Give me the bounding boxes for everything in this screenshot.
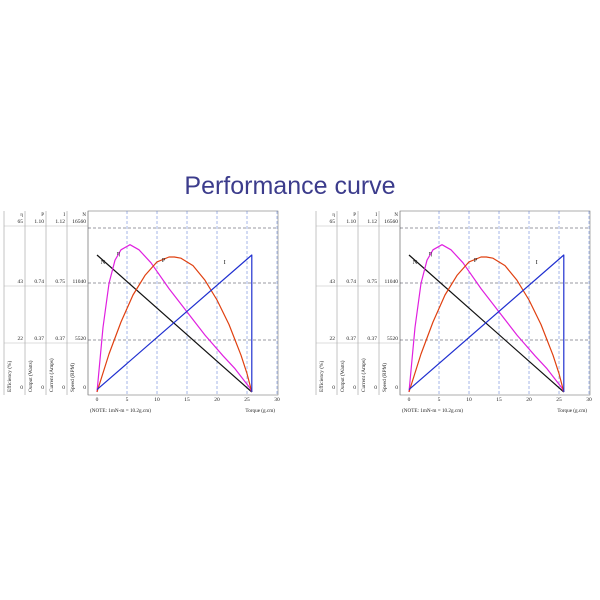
x-tick-label: 10 [466, 397, 472, 403]
column-tick-label: 22 [18, 336, 24, 342]
series-line-I [408, 254, 565, 392]
column-header: η [332, 213, 335, 218]
column-header: N [82, 213, 86, 218]
column-tick-label: 11040 [384, 279, 398, 285]
series-label: I [224, 259, 226, 266]
column-tick-label: 0 [374, 385, 377, 391]
x-tick-label: 25 [556, 397, 562, 403]
x-tick-label: 25 [244, 397, 250, 403]
note-text: (NOTE: 1mN-m = 10.2g.cm) [402, 407, 463, 414]
x-tick-label: 30 [274, 397, 280, 403]
x-tick-label: 20 [214, 397, 220, 403]
column-tick-label: 65 [18, 219, 24, 225]
series-line-I [96, 254, 253, 392]
series-label: P [162, 257, 166, 264]
series-label: N [413, 259, 418, 266]
column-tick-label: 1.10 [34, 219, 44, 225]
series-line-N [96, 254, 253, 393]
plot-frame [399, 210, 591, 396]
column-tick-label: 65 [330, 219, 336, 225]
x-tick-label: 20 [526, 397, 532, 403]
column-header: I [63, 213, 65, 218]
column-header: η [20, 213, 23, 218]
column-axis-label: Efficiency (%) [6, 361, 13, 392]
column-tick-label: 0.74 [346, 279, 356, 285]
column-header: N [394, 213, 398, 218]
column-axis-label: Current (Amps) [48, 358, 55, 392]
x-axis-label: Torque (g.cm) [557, 407, 587, 414]
x-tick-label: 30 [586, 397, 592, 403]
column-tick-label: 0.37 [346, 336, 356, 342]
x-tick-label: 0 [96, 397, 99, 403]
series-line-η [408, 244, 565, 393]
series-label: P [474, 257, 478, 264]
series-label: η [429, 250, 433, 257]
column-tick-label: 43 [330, 279, 336, 285]
column-tick-label: 0.37 [34, 336, 44, 342]
column-axis-label: Speed (RPM) [69, 363, 76, 392]
x-tick-label: 5 [126, 397, 129, 403]
column-tick-label: 1.12 [367, 219, 377, 225]
column-tick-label: 0 [20, 385, 23, 391]
column-tick-label: 5520 [75, 336, 86, 342]
column-tick-label: 0 [332, 385, 335, 391]
column-tick-label: 16560 [72, 219, 86, 225]
column-axis-label: Speed (RPM) [381, 363, 388, 392]
column-axis-label: Current (Amps) [360, 358, 367, 392]
column-tick-label: 22 [330, 336, 336, 342]
column-tick-label: 0 [83, 385, 86, 391]
column-tick-label: 0 [353, 385, 356, 391]
column-header: I [375, 213, 377, 218]
column-axis-label: Efficiency (%) [318, 361, 325, 392]
column-tick-label: 1.10 [346, 219, 356, 225]
column-tick-label: 0 [41, 385, 44, 391]
column-tick-label: 16560 [384, 219, 398, 225]
series-label: η [117, 250, 121, 257]
column-header: P [41, 213, 44, 218]
series-line-η [96, 244, 253, 393]
column-tick-label: 0 [62, 385, 65, 391]
x-tick-label: 10 [154, 397, 160, 403]
column-tick-label: 0.74 [34, 279, 44, 285]
column-tick-label: 0.75 [55, 279, 65, 285]
plot-frame [87, 210, 279, 396]
x-tick-label: 15 [496, 397, 502, 403]
x-tick-label: 5 [438, 397, 441, 403]
series-line-N [408, 254, 565, 393]
column-tick-label: 0.37 [55, 336, 65, 342]
series-label: I [536, 259, 538, 266]
column-tick-label: 1.12 [55, 219, 65, 225]
x-tick-label: 15 [184, 397, 190, 403]
note-text: (NOTE: 1mN-m = 10.2g.cm) [90, 407, 151, 414]
column-tick-label: 0.37 [367, 336, 377, 342]
column-header: P [353, 213, 356, 218]
column-tick-label: 11040 [72, 279, 86, 285]
series-line-P [96, 256, 253, 393]
x-axis-label: Torque (g.cm) [245, 407, 275, 414]
page-title: Performance curve [184, 172, 396, 200]
column-axis-label: Output (Watts) [339, 360, 346, 392]
column-tick-label: 43 [18, 279, 24, 285]
column-axis-label: Output (Watts) [27, 360, 34, 392]
column-tick-label: 5520 [387, 336, 398, 342]
series-label: N [101, 259, 106, 266]
column-tick-label: 0.75 [367, 279, 377, 285]
x-tick-label: 0 [408, 397, 411, 403]
series-line-P [408, 256, 565, 393]
column-tick-label: 0 [395, 385, 398, 391]
